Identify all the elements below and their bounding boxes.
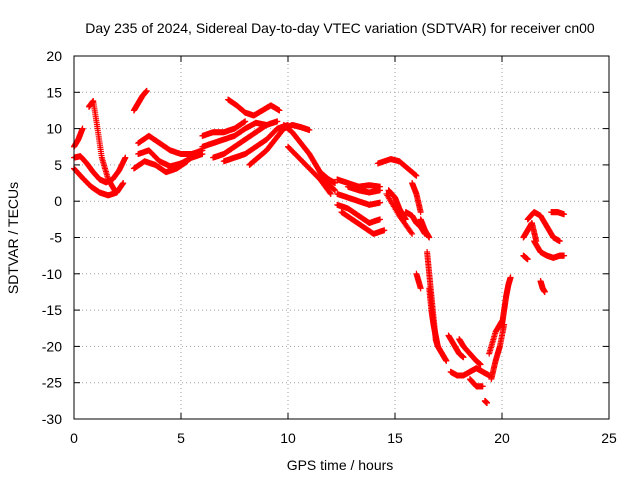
x-tick-label: 20 <box>494 430 510 446</box>
data-point-s29 <box>417 285 424 292</box>
y-tick-label: 15 <box>46 84 62 100</box>
data-point-s45 <box>524 256 531 263</box>
data-point-s2 <box>122 154 129 161</box>
data-point-s19 <box>377 199 384 206</box>
data-point-s5 <box>143 87 150 94</box>
x-axis-label: GPS time / hours <box>287 457 394 473</box>
data-point-s31 <box>434 343 441 350</box>
data-point-s30 <box>443 357 450 364</box>
data-point-s35 <box>477 361 484 368</box>
axis-ticks: 0 5 10 15 20 25 20 15 10 5 0 -5 -10 -15 -20 -25 -30 <box>42 48 617 446</box>
chart-title: Day 235 of 2024, Sidereal Day-to-day VTE… <box>85 20 595 36</box>
data-point-s3 <box>79 125 86 132</box>
y-tick-label: 20 <box>46 48 62 64</box>
x-tick-label: 0 <box>70 430 78 446</box>
x-tick-label: 25 <box>601 430 617 446</box>
x-tick-label: 10 <box>280 430 296 446</box>
y-tick-label: 0 <box>54 193 62 209</box>
data-point-s43 <box>561 211 568 218</box>
x-tick-label: 5 <box>177 430 185 446</box>
data-point-s8 <box>184 158 191 165</box>
data-point-s16 <box>327 189 334 196</box>
data-point-s21 <box>381 227 388 234</box>
data-point-s26 <box>417 209 424 216</box>
y-tick-label: 10 <box>46 121 62 137</box>
data-point-s41 <box>556 238 563 245</box>
data-point-s20 <box>377 216 384 223</box>
y-tick-label: -10 <box>42 266 62 282</box>
data-point-s25 <box>413 172 420 179</box>
y-axis-label: SDTVAR / TECUs <box>5 182 21 294</box>
data-point-s17 <box>332 180 339 187</box>
data-point-s42 <box>561 252 568 259</box>
y-tick-label: -30 <box>42 411 62 427</box>
data-points <box>71 87 568 407</box>
data-point-s11 <box>274 118 281 125</box>
data-point-s27 <box>426 234 433 241</box>
data-point-s1 <box>120 180 127 187</box>
data-point-s4 <box>111 187 118 194</box>
data-point-s13 <box>306 127 313 134</box>
grid-lines <box>74 56 609 419</box>
data-point-s32 <box>460 354 467 361</box>
y-tick-label: 5 <box>54 157 62 173</box>
data-point-s28 <box>421 230 428 237</box>
data-point-s38 <box>507 274 514 281</box>
y-tick-label: -5 <box>50 230 63 246</box>
data-point-s24 <box>408 229 415 236</box>
data-point-s34 <box>479 383 486 390</box>
data-point-s44 <box>541 288 548 295</box>
data-point-s15 <box>332 187 339 194</box>
data-point-s24 <box>409 230 416 237</box>
data-point-s22 <box>377 187 384 194</box>
y-tick-label: -25 <box>42 375 62 391</box>
y-tick-label: -20 <box>42 338 62 354</box>
data-point-s9 <box>242 118 249 125</box>
y-tick-label: -15 <box>42 302 62 318</box>
data-point-s39 <box>484 400 491 407</box>
data-point-s14 <box>276 107 283 114</box>
data-point-s16 <box>327 190 334 197</box>
data-point-s7 <box>199 151 206 158</box>
x-tick-label: 15 <box>387 430 403 446</box>
